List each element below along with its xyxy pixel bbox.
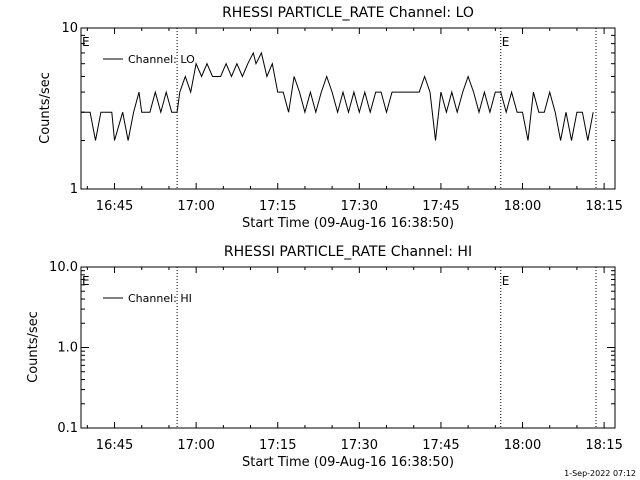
panel-lo-vertical-markers [176, 28, 597, 189]
x-tick-label-6: 18:15 [585, 438, 622, 453]
panel-hi: RHESSI PARTICLE_RATE Channel: HI Counts/… [26, 244, 623, 470]
y-tick-label-0: 1 [70, 182, 78, 197]
x-tick-label-5: 18:00 [504, 199, 541, 214]
x-tick-label-2: 17:15 [259, 199, 296, 214]
x-tick-label-2: 17:15 [259, 438, 296, 453]
x-tick-label-1: 17:00 [177, 438, 214, 453]
y-tick-label-0: 0.1 [57, 421, 78, 436]
panel-lo: RHESSI PARTICLE_RATE Channel: LO Counts/… [38, 5, 623, 231]
panel-hi-vertical-markers [176, 267, 597, 428]
y-tick-label-1: 10 [61, 21, 78, 36]
y-tick-label-2: 10.0 [49, 260, 78, 275]
panel-hi-x-axis-label: Start Time (09-Aug-16 16:38:50) [242, 455, 454, 470]
x-tick-label-3: 17:30 [341, 199, 378, 214]
panel-hi-y-axis-label: Counts/sec [26, 311, 41, 383]
panel-lo-y-axis-label: Counts/sec [38, 72, 53, 144]
panel-lo-x-axis-label: Start Time (09-Aug-16 16:38:50) [242, 216, 454, 231]
panel-lo-x-ticks: 16:45 17:00 17:15 17:30 17:45 18:00 18:15 [86, 28, 623, 214]
x-tick-label-6: 18:15 [585, 199, 622, 214]
eclipse-marker-1: E [502, 35, 510, 49]
x-tick-label-4: 17:45 [422, 438, 459, 453]
panel-lo-title: RHESSI PARTICLE_RATE Channel: LO [222, 5, 474, 21]
panel-lo-legend-label: Channel: LO [128, 53, 195, 66]
eclipse-marker-0: E [82, 35, 90, 49]
panel-lo-y-ticks: 1 10 [61, 21, 615, 197]
y-tick-label-1: 1.0 [57, 341, 78, 356]
panel-lo-plot-frame [80, 27, 616, 190]
panel-hi-y-ticks: 0.1 1.0 10.0 [49, 260, 615, 436]
series-line-0 [81, 51, 594, 141]
panel-hi-x-ticks: 16:45 17:00 17:15 17:30 17:45 18:00 18:15 [86, 267, 623, 453]
x-tick-label-3: 17:30 [341, 438, 378, 453]
footer-timestamp: 1-Sep-2022 07:12 [564, 469, 636, 478]
panel-lo-series [81, 51, 594, 141]
panel-hi-legend: Channel: HI [103, 292, 192, 305]
eclipse-marker-1: E [502, 274, 510, 288]
x-tick-label-4: 17:45 [422, 199, 459, 214]
panel-hi-title: RHESSI PARTICLE_RATE Channel: HI [224, 244, 472, 260]
x-tick-label-5: 18:00 [504, 438, 541, 453]
panel-lo-legend: Channel: LO [103, 53, 195, 66]
panel-hi-legend-label: Channel: HI [128, 292, 192, 305]
eclipse-marker-0: E [82, 274, 90, 288]
x-tick-label-0: 16:45 [96, 438, 133, 453]
x-tick-label-1: 17:00 [177, 199, 214, 214]
x-tick-label-0: 16:45 [96, 199, 133, 214]
